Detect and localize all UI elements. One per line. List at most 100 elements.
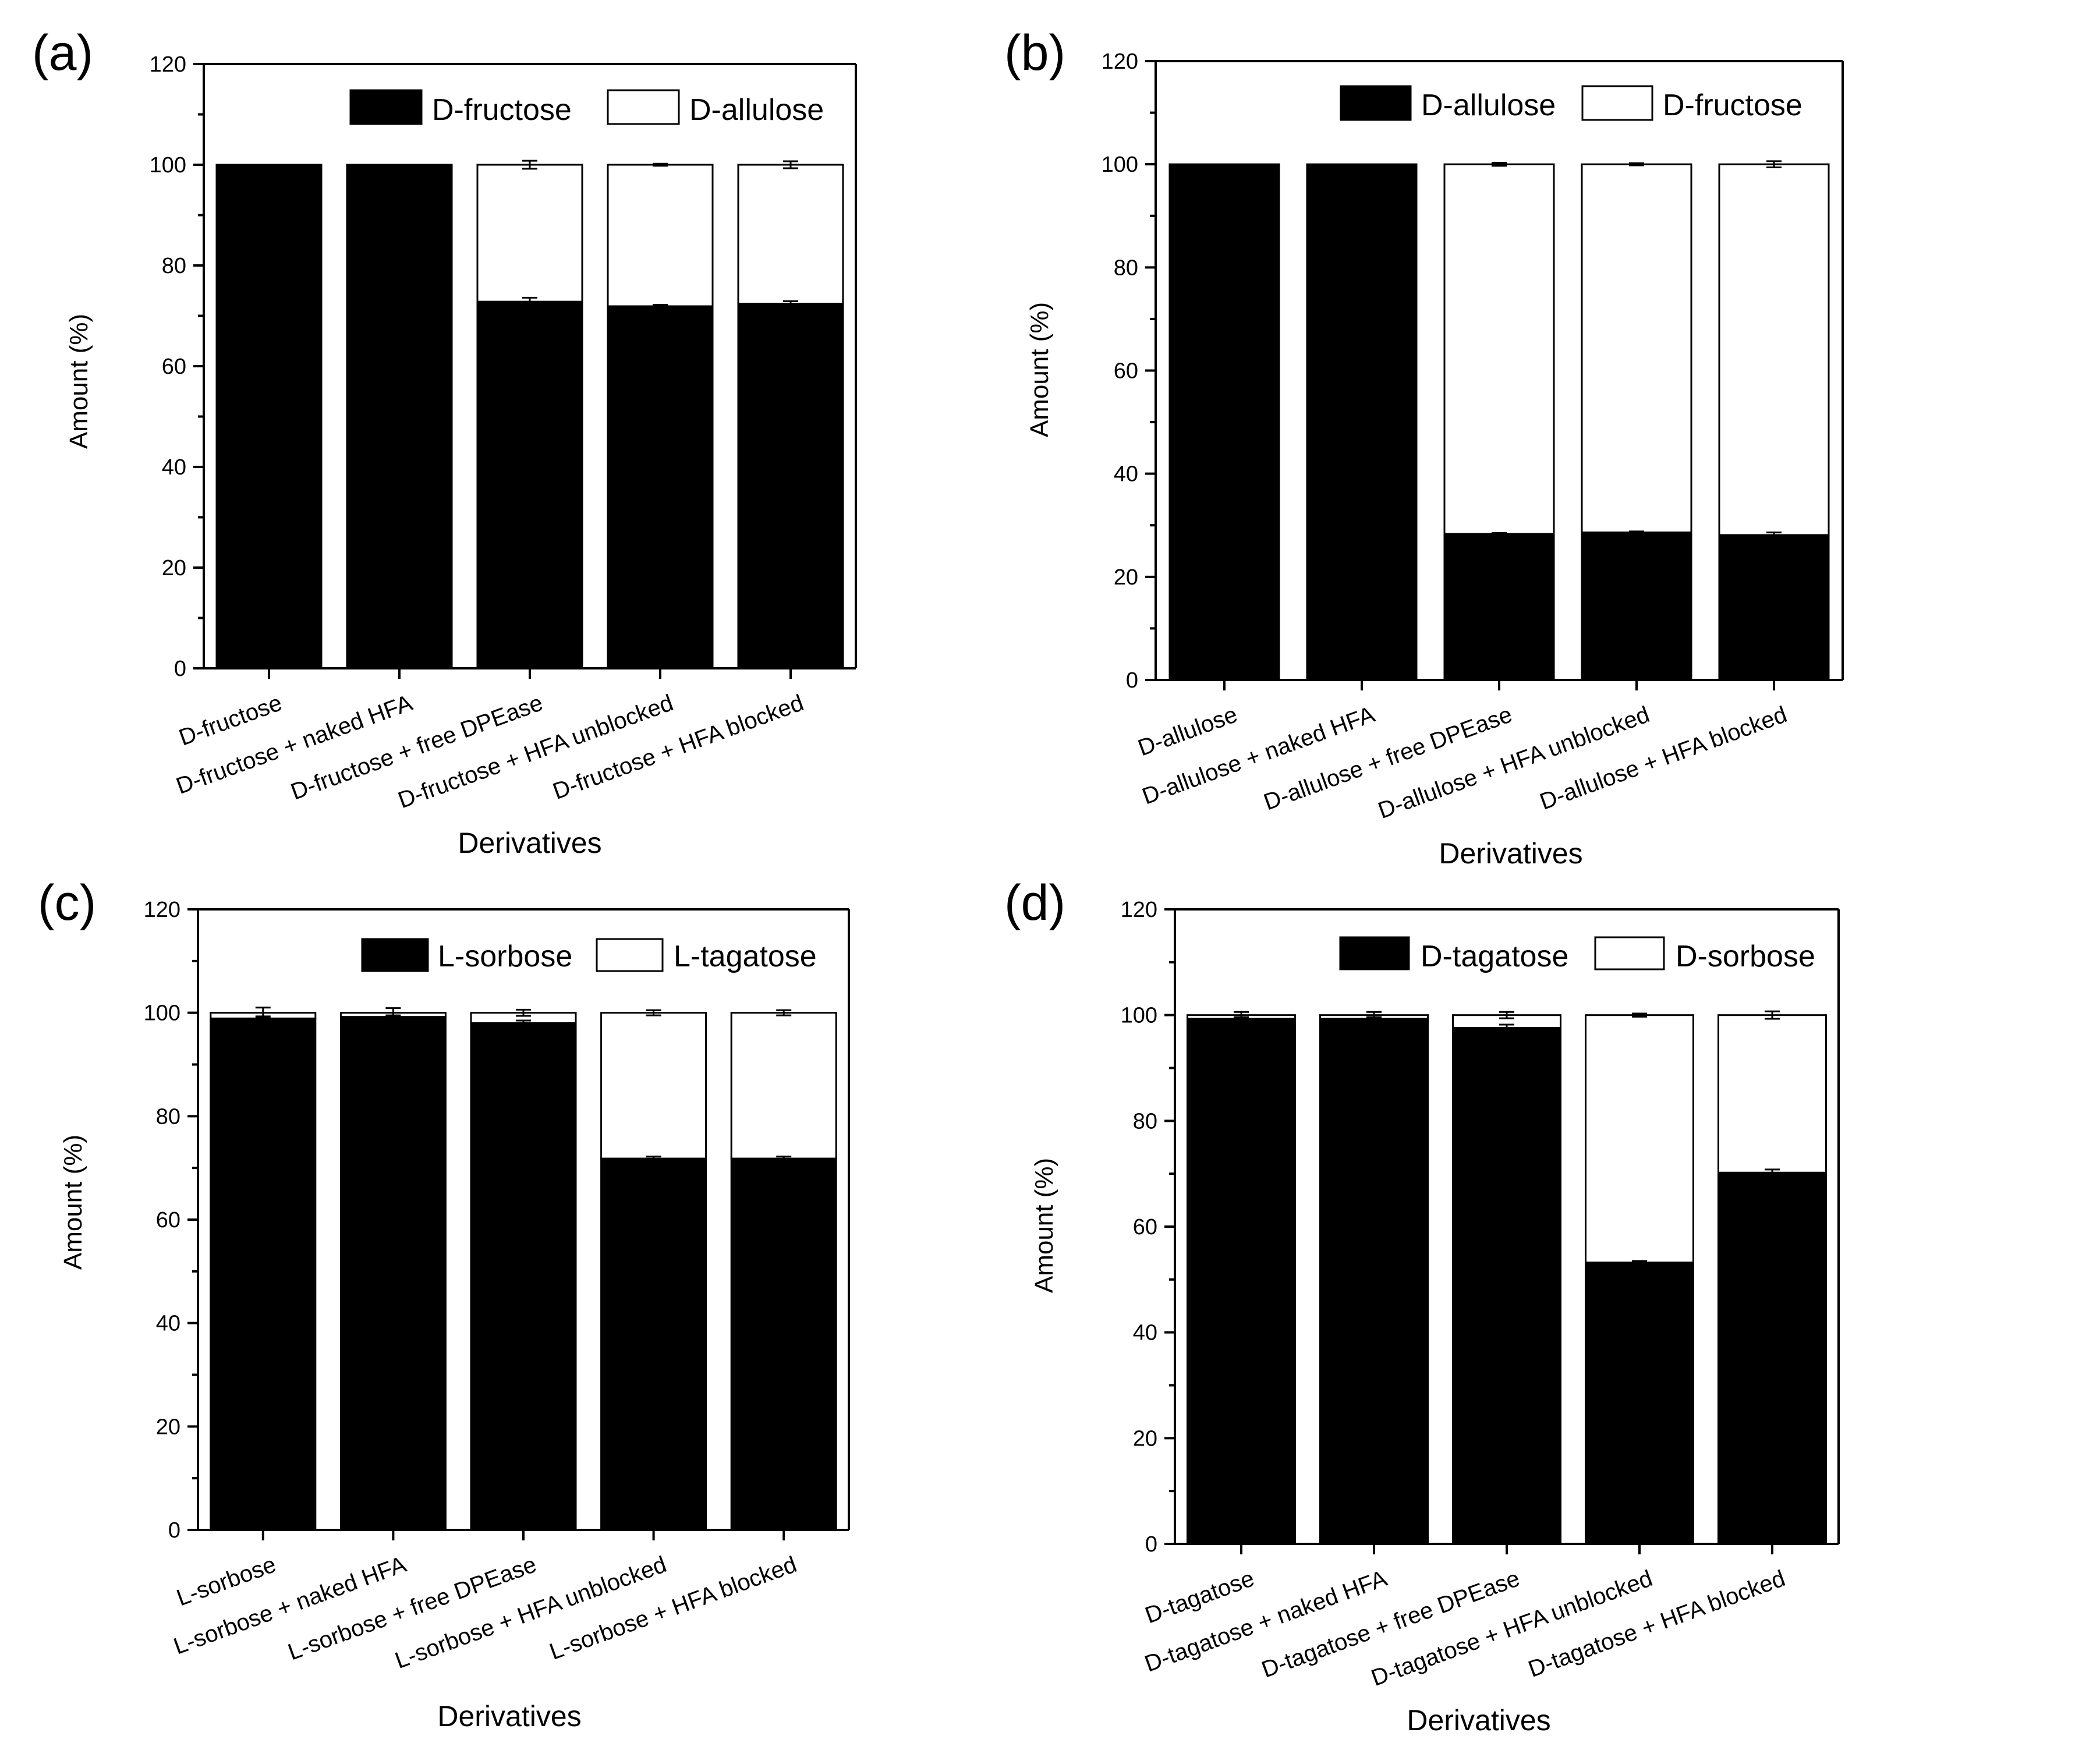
error-bar-total-5 xyxy=(1766,160,1782,168)
error-bar-d-allulose-4 xyxy=(1629,530,1644,534)
y-tick-label: 60 xyxy=(162,355,186,379)
y-tick-label: 100 xyxy=(144,1001,180,1026)
error-bar-total-1 xyxy=(1234,1011,1249,1019)
y-axis-title: Amount (%) xyxy=(1030,1158,1058,1293)
bar-l-sorbose-1 xyxy=(210,1017,317,1531)
error-bar-total-4 xyxy=(646,1009,661,1016)
bar-d-allulose-5 xyxy=(1718,534,1830,681)
legend-swatch-d-tagatose xyxy=(1339,936,1410,970)
legend: L-sorbose L-tagatose xyxy=(361,938,817,973)
legend-label-l-tagatose: L-tagatose xyxy=(674,940,817,973)
y-tick-label: 120 xyxy=(1121,898,1157,922)
legend-label-d-sorbose: D-sorbose xyxy=(1676,940,1815,973)
error-bar-d-fructose-3 xyxy=(522,296,537,307)
error-bar-total-5 xyxy=(1765,1010,1780,1020)
bar-l-sorbose-3 xyxy=(470,1022,577,1531)
error-bar-l-sorbose-5 xyxy=(776,1156,792,1162)
y-tick-label: 80 xyxy=(162,254,186,278)
y-tick-label: 80 xyxy=(1133,1109,1157,1133)
bar-l-tagatose-4 xyxy=(600,1012,707,1160)
bar-d-allulose-3 xyxy=(1443,533,1555,681)
legend-swatch-l-tagatose xyxy=(596,938,664,972)
error-bar-l-sorbose-4 xyxy=(646,1156,661,1162)
panel-label: (a) xyxy=(32,25,93,81)
bar-d-fructose-5 xyxy=(737,303,844,669)
y-axis-title: Amount (%) xyxy=(65,314,93,449)
y-tick-label: 0 xyxy=(1145,1532,1157,1557)
bar-d-allulose-3 xyxy=(476,164,583,303)
bar-l-tagatose-5 xyxy=(730,1012,837,1160)
bar-d-fructose-3 xyxy=(476,300,583,669)
y-tick-label: 60 xyxy=(156,1208,180,1232)
error-bar-d-allulose-3 xyxy=(1492,532,1507,536)
bar-d-allulose-4 xyxy=(1581,532,1692,681)
y-tick-label: 100 xyxy=(150,153,186,178)
error-bar-total-4 xyxy=(653,162,668,167)
legend-swatch-l-sorbose xyxy=(361,938,429,972)
x-category-label: D-allulose + HFA unblocked xyxy=(1375,702,1653,824)
error-bar-d-tagatose-4 xyxy=(1632,1260,1647,1265)
bar-d-fructose-4 xyxy=(607,305,714,669)
error-bar-total-2 xyxy=(385,1007,401,1019)
error-bar-total-4 xyxy=(1632,1012,1647,1018)
x-category-label: L-sorbose + HFA blocked xyxy=(546,1551,800,1665)
bar-d-tagatose-3 xyxy=(1452,1026,1561,1545)
error-bar-total-3 xyxy=(516,1008,531,1017)
legend-label-d-tagatose: D-tagatose xyxy=(1421,940,1568,973)
legend-label-d-fructose: D-fructose xyxy=(432,93,572,127)
legend-swatch-d-sorbose xyxy=(1594,936,1665,970)
legend: D-tagatose D-sorbose xyxy=(1339,936,1815,973)
x-category-label: D-tagatose + HFA blocked xyxy=(1525,1565,1789,1682)
panel-label: (d) xyxy=(1004,875,1065,931)
x-category-label: D-allulose + naked HFA xyxy=(1139,702,1378,810)
error-bar-total-4 xyxy=(1629,162,1644,166)
legend-label-d-allulose: D-allulose xyxy=(689,93,824,127)
y-tick-label: 120 xyxy=(150,52,186,77)
bar-d-fructose-1 xyxy=(215,164,323,669)
error-bar-total-3 xyxy=(1499,1011,1514,1019)
error-bar-total-3 xyxy=(1492,162,1507,167)
panel-label: (c) xyxy=(38,875,96,931)
legend-swatch-d-allulose xyxy=(1340,85,1412,121)
legend-label-d-allulose: D-allulose xyxy=(1421,88,1556,122)
y-tick-label: 40 xyxy=(162,455,186,480)
bar-l-sorbose-5 xyxy=(730,1157,837,1531)
y-tick-label: 0 xyxy=(174,657,186,681)
y-tick-label: 60 xyxy=(1114,359,1138,384)
bar-d-fructose-4 xyxy=(1581,163,1692,534)
x-axis-title: Derivatives xyxy=(1407,1704,1550,1737)
bar-d-fructose-3 xyxy=(1443,163,1555,535)
y-tick-label: 20 xyxy=(156,1415,180,1439)
y-tick-label: 60 xyxy=(1133,1215,1157,1239)
bar-d-allulose-4 xyxy=(607,164,714,307)
legend-label-d-fructose: D-fructose xyxy=(1663,88,1802,122)
x-category-label: D-allulose xyxy=(1135,702,1241,761)
x-category-label: D-fructose + HFA blocked xyxy=(550,690,807,805)
x-axis-title: Derivatives xyxy=(458,827,601,859)
bar-d-sorbose-5 xyxy=(1717,1014,1827,1174)
legend-swatch-d-allulose xyxy=(607,89,680,125)
error-bar-d-fructose-5 xyxy=(783,300,798,307)
chart-panel-4: (d) 0 20 40 60 80 100 120 D-tagatose D-tagatose +… xyxy=(1004,875,1840,1737)
bar-d-allulose-2 xyxy=(1306,163,1418,681)
bar-d-allulose-5 xyxy=(737,164,844,305)
legend-swatch-d-fructose xyxy=(1581,85,1653,121)
y-tick-label: 20 xyxy=(1114,565,1138,590)
error-bar-d-allulose-5 xyxy=(1766,532,1782,539)
y-tick-label: 20 xyxy=(162,556,186,580)
bar-d-fructose-5 xyxy=(1718,163,1830,536)
y-tick-label: 40 xyxy=(156,1312,180,1336)
x-axis-title: Derivatives xyxy=(437,1700,581,1733)
legend: D-fructose D-allulose xyxy=(349,89,824,127)
y-tick-label: 0 xyxy=(1126,668,1138,693)
legend-label-l-sorbose: L-sorbose xyxy=(438,940,572,973)
y-tick-label: 100 xyxy=(1121,1004,1157,1028)
bar-l-sorbose-4 xyxy=(600,1157,707,1531)
legend-swatch-d-fructose xyxy=(349,89,423,125)
y-tick-label: 120 xyxy=(144,898,180,922)
y-tick-label: 100 xyxy=(1102,153,1138,177)
